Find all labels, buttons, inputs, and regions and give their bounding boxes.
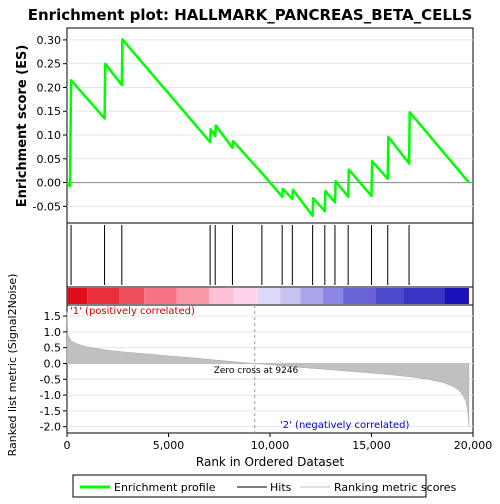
x-tick-label: 10,000 [251,439,290,452]
metric-y-tick-label: -2.0 [40,421,61,434]
metric-panel: -2.0 -1.5 -1.0 -0.5 0.0 0.5 1.0 1.5 0 5,000 10,00… [6,274,492,469]
metric-y-tick-label: -0.5 [40,373,61,386]
legend-label-enrichment-profile: Enrichment profile [114,481,216,494]
chart-title: Enrichment plot: HALLMARK_PANCREAS_BETA_… [28,6,473,24]
es-y-axis-label: Enrichment score (ES) [15,45,30,208]
hits-panel [66,222,474,288]
legend-frame [72,474,427,498]
es-y-tick-label: 0.30 [37,34,62,47]
legend: Enrichment profile Hits Ranking metric s… [72,474,456,498]
metric-y-tick-label: 1.0 [44,326,62,339]
color-band-segment [144,288,177,304]
color-band-segment [375,288,404,304]
x-tick-label: 15,000 [352,439,391,452]
color-band-segment [280,288,301,304]
legend-label-hits: Hits [270,481,292,494]
metric-y-tick-label: 1.5 [44,310,62,323]
color-band-segment [300,288,323,304]
color-band-segment [87,288,120,304]
metric-y-tick-label: 0.0 [44,357,62,370]
zero-cross-annotation: Zero cross at 9246 [214,366,299,376]
es-y-tick-label: 0.10 [37,129,62,142]
metric-series-group [66,312,470,427]
color-band-segment [444,288,469,304]
color-band-segments [67,288,469,304]
es-panel: -0.05 0.00 0.05 0.10 0.15 0.20 0.25 0.30 Enrich… [15,27,474,224]
es-y-tick-label: 0.00 [37,177,62,190]
color-band-panel [66,286,474,306]
x-axis-label: Rank in Ordered Dataset [196,455,344,469]
color-band-segment [322,288,344,304]
metric-y-tick-label: -1.0 [40,389,61,402]
metric-y-ticks: -2.0 -1.5 -1.0 -0.5 0.0 0.5 1.0 1.5 [40,310,67,434]
color-band-segment [343,288,376,304]
legend-label-ranking-metric: Ranking metric scores [334,481,456,494]
es-panel-frame [66,27,474,224]
color-band-segment [209,288,234,304]
color-band-segment [67,288,88,304]
metric-x-ticks: 0 5,000 10,000 15,000 20,000 [64,433,493,452]
x-tick-label: 0 [64,439,71,452]
es-y-tick-label: 0.05 [37,153,62,166]
es-y-tick-label: 0.20 [37,81,62,94]
es-y-tick-label: 0.25 [37,58,62,71]
ranking-metric-area [66,312,470,427]
metric-y-tick-label: -1.5 [40,405,61,418]
es-y-ticks: -0.05 0.00 0.05 0.10 0.15 0.20 0.25 0.30 [33,34,67,213]
es-y-tick-label: 0.15 [37,105,62,118]
color-band-segment [257,288,281,304]
hits-panel-frame [66,222,474,288]
hit-marks-group [70,225,410,285]
color-band-segment [176,288,210,304]
es-series-group [66,38,470,218]
es-y-tick-label: -0.05 [33,200,61,213]
negative-correlation-label: '2' (negatively correlated) [280,420,409,431]
color-band-segment [403,288,445,304]
enrichment-profile-line [66,38,470,218]
positive-correlation-label: '1' (positively correlated) [70,306,195,317]
color-band-segment [233,288,258,304]
metric-y-tick-label: 0.5 [44,342,62,355]
x-tick-label: 20,000 [454,439,493,452]
x-tick-label: 5,000 [153,439,185,452]
metric-y-axis-label: Ranked list metric (Signal2Noise) [6,274,19,457]
color-band-segment [119,288,145,304]
